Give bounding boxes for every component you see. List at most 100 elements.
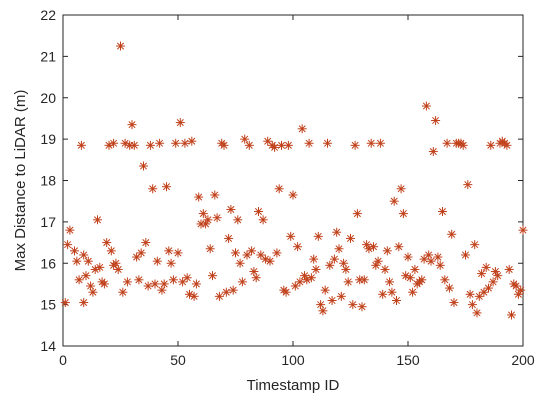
- data-point: [226, 204, 236, 214]
- data-point: [198, 209, 208, 219]
- data-point: [493, 271, 503, 281]
- x-tick-label: 200: [511, 352, 535, 368]
- data-point: [191, 279, 201, 289]
- data-point: [467, 300, 477, 310]
- data-point: [235, 258, 245, 268]
- data-point: [359, 275, 369, 285]
- data-point: [318, 306, 328, 316]
- data-point: [435, 260, 445, 270]
- data-point: [189, 291, 199, 301]
- data-point: [221, 287, 231, 297]
- data-point: [244, 140, 254, 150]
- data-point: [378, 289, 388, 299]
- data-point: [274, 184, 284, 194]
- data-point: [486, 140, 496, 150]
- data-point: [309, 254, 319, 264]
- data-point: [288, 190, 298, 200]
- data-point: [369, 242, 378, 252]
- data-point: [304, 138, 314, 148]
- data-point: [249, 267, 259, 277]
- data-point: [484, 283, 493, 293]
- x-tick-label: 150: [396, 352, 420, 368]
- data-point: [155, 138, 165, 148]
- data-point: [426, 256, 436, 266]
- data-point: [300, 271, 309, 281]
- data-point: [396, 184, 406, 194]
- data-point: [231, 248, 240, 258]
- data-point: [336, 291, 346, 301]
- data-point: [152, 256, 162, 266]
- y-tick-label: 17: [40, 214, 56, 230]
- data-point: [375, 138, 385, 148]
- y-tick-label: 22: [40, 7, 56, 23]
- y-tick-label: 18: [40, 173, 56, 189]
- data-point: [247, 246, 257, 256]
- data-point: [504, 264, 514, 274]
- data-point: [366, 138, 376, 148]
- data-point: [507, 310, 516, 320]
- data-point: [410, 264, 420, 274]
- data-point: [76, 140, 86, 150]
- data-point: [417, 275, 427, 285]
- data-points: [60, 41, 528, 320]
- data-point: [380, 264, 390, 274]
- data-point: [334, 244, 344, 254]
- x-tick-label: 100: [281, 352, 305, 368]
- data-point: [136, 248, 146, 258]
- data-point: [180, 138, 190, 148]
- data-point: [111, 258, 121, 268]
- data-point: [228, 285, 238, 295]
- data-point: [461, 250, 470, 260]
- data-point: [159, 279, 169, 289]
- data-point: [182, 273, 192, 283]
- data-point: [438, 207, 447, 217]
- data-point: [99, 279, 109, 289]
- data-point: [392, 295, 401, 305]
- y-tick-label: 20: [40, 90, 56, 106]
- data-point: [203, 215, 213, 225]
- data-point: [212, 213, 222, 223]
- data-point: [60, 298, 70, 308]
- data-point: [79, 298, 89, 308]
- x-axis-label: Timestamp ID: [247, 377, 340, 394]
- data-point: [350, 140, 360, 150]
- data-point: [373, 256, 383, 266]
- data-point: [313, 231, 323, 241]
- data-point: [65, 225, 75, 235]
- data-point: [348, 300, 358, 310]
- data-point: [343, 277, 353, 287]
- data-point: [357, 302, 367, 312]
- data-point: [237, 277, 247, 287]
- data-point: [447, 229, 457, 239]
- data-point: [88, 287, 98, 297]
- data-point: [389, 196, 399, 206]
- data-point: [433, 252, 443, 262]
- data-point: [283, 140, 293, 150]
- data-point: [210, 190, 220, 200]
- data-point: [205, 244, 215, 254]
- data-point: [488, 277, 498, 287]
- data-point: [382, 246, 392, 256]
- data-point: [162, 182, 171, 192]
- data-point: [311, 264, 321, 274]
- data-point: [327, 295, 337, 305]
- data-point: [297, 124, 307, 134]
- data-point: [157, 285, 167, 295]
- data-point: [332, 227, 342, 237]
- data-point: [394, 242, 404, 252]
- data-point: [341, 264, 351, 274]
- data-point: [316, 300, 326, 310]
- data-point: [127, 120, 137, 130]
- data-point: [329, 254, 339, 264]
- data-point: [293, 242, 303, 252]
- data-point: [449, 298, 459, 308]
- data-point: [83, 256, 93, 266]
- y-axis: 14 15 16 17 18 19 20 21 22: [40, 7, 523, 354]
- data-point: [352, 209, 362, 219]
- data-point: [118, 287, 128, 297]
- y-axis-label: Max Distance to LiDAR (m): [12, 90, 29, 272]
- data-point: [113, 264, 123, 274]
- data-point: [323, 138, 332, 148]
- x-tick-label: 50: [170, 352, 186, 368]
- data-point: [194, 192, 204, 202]
